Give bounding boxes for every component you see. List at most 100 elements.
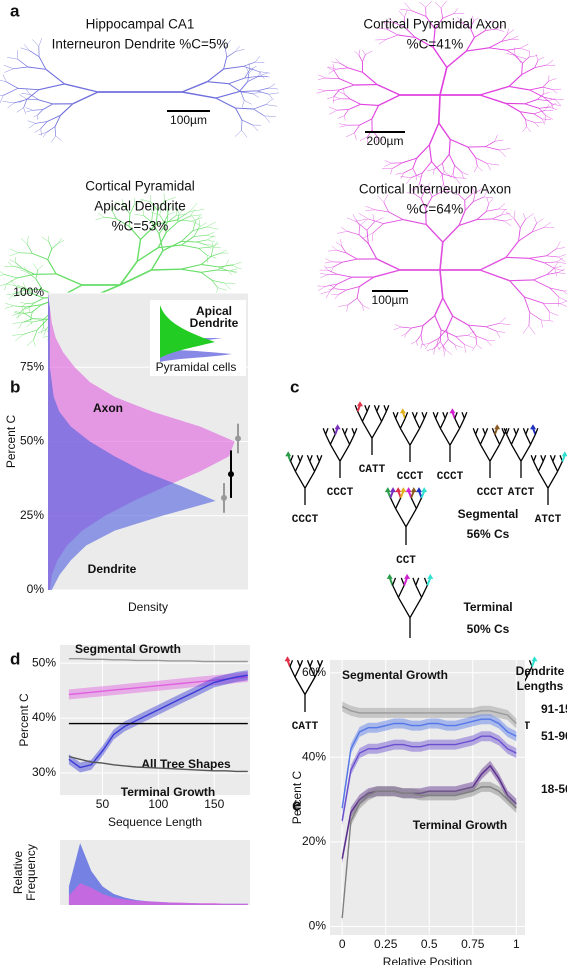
neurite xyxy=(189,209,205,212)
tree-tip xyxy=(334,424,341,430)
neurite xyxy=(411,10,427,17)
neurite xyxy=(347,230,360,236)
neurite xyxy=(362,71,378,86)
tree-edge xyxy=(289,455,294,462)
neurite xyxy=(134,198,136,205)
neurite xyxy=(149,206,153,213)
series-line xyxy=(341,735,517,821)
neurite xyxy=(455,336,465,345)
neurite xyxy=(367,243,378,260)
neurite xyxy=(539,106,550,109)
neurite xyxy=(404,2,412,11)
panel-label: d xyxy=(10,649,20,668)
neurite xyxy=(55,135,62,141)
neurite xyxy=(544,261,557,264)
neurite xyxy=(531,223,537,233)
tree-diagram xyxy=(284,656,324,712)
neurite xyxy=(428,144,433,162)
neurite xyxy=(336,242,342,246)
tree-edge xyxy=(515,428,520,435)
neurite xyxy=(461,171,464,179)
neurite xyxy=(129,204,135,215)
tree-edge xyxy=(324,428,329,435)
neurite xyxy=(411,172,423,178)
neurite xyxy=(378,39,387,45)
neurite xyxy=(549,287,560,298)
neurite xyxy=(40,327,44,334)
neurite xyxy=(455,177,461,185)
neurite xyxy=(21,318,33,323)
tree-edge xyxy=(513,428,517,435)
neurite xyxy=(403,168,413,174)
tree-edge xyxy=(299,455,304,462)
tree-edge xyxy=(522,428,527,435)
neurite xyxy=(506,47,521,51)
neurite xyxy=(422,315,436,327)
neurite xyxy=(398,10,405,18)
neurite xyxy=(189,202,198,212)
neurite xyxy=(255,55,261,63)
neurite xyxy=(393,326,402,331)
neurite xyxy=(412,168,417,175)
neurite xyxy=(432,29,436,48)
y-tick-label: 30% xyxy=(32,765,56,779)
neurite xyxy=(316,90,327,94)
neurite xyxy=(425,1,432,8)
neurite xyxy=(26,339,34,347)
neurite xyxy=(419,2,426,8)
neurite xyxy=(441,154,450,164)
neurite xyxy=(317,286,326,291)
x-tick-label: 150 xyxy=(204,797,224,811)
y-axis-label: Percent C xyxy=(290,770,304,824)
neurite xyxy=(521,67,535,75)
neurite xyxy=(505,211,515,219)
neurite xyxy=(163,214,169,223)
neurite xyxy=(258,71,265,79)
neurite xyxy=(443,184,448,192)
tree-edge xyxy=(294,461,301,472)
neurite xyxy=(328,288,336,290)
inset-shape xyxy=(160,305,215,358)
neurite xyxy=(368,218,384,224)
neurite xyxy=(464,344,466,353)
tree-edge xyxy=(399,428,411,446)
neurite xyxy=(157,232,167,248)
tree-edge xyxy=(454,412,458,419)
neurite xyxy=(216,287,218,294)
neurite xyxy=(26,98,39,101)
tree-edge xyxy=(341,428,346,435)
neurite xyxy=(554,266,562,269)
neurite xyxy=(259,76,270,78)
neurite xyxy=(506,49,518,57)
neurite xyxy=(243,61,256,67)
neurite xyxy=(485,146,500,151)
neurite xyxy=(410,340,417,345)
neurite xyxy=(473,17,479,22)
neurite xyxy=(517,56,527,59)
neurite xyxy=(136,247,159,262)
frequency-area xyxy=(68,883,248,905)
neurite xyxy=(103,216,117,220)
neurite xyxy=(119,260,138,286)
neurite xyxy=(167,209,169,215)
neurite xyxy=(434,2,442,9)
neurite xyxy=(207,226,219,230)
neurite xyxy=(158,222,168,235)
neurite xyxy=(479,269,510,282)
neurite xyxy=(358,49,360,56)
neurite xyxy=(178,207,185,215)
tree-edge xyxy=(361,411,368,422)
neurite xyxy=(265,104,278,107)
neurite xyxy=(442,185,449,192)
neurite xyxy=(427,188,433,197)
neurite xyxy=(501,33,508,42)
neurite xyxy=(436,344,441,351)
neurite xyxy=(48,241,53,249)
neurite xyxy=(128,213,131,227)
neurite xyxy=(158,244,182,249)
neurite xyxy=(558,268,565,273)
tree-edge xyxy=(489,444,501,462)
neurite xyxy=(38,99,54,105)
neurite xyxy=(221,39,226,48)
tree-edge xyxy=(334,427,339,435)
